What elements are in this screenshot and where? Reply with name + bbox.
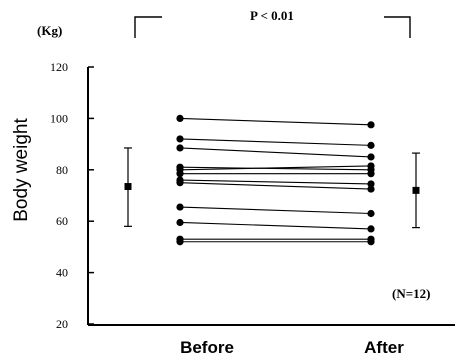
subject-line <box>179 117 372 126</box>
x-category-label: Before <box>180 338 234 357</box>
after-point <box>367 180 375 188</box>
plot-frame <box>87 67 455 326</box>
y-tick-label: 20 <box>56 317 68 331</box>
subject-line <box>179 147 372 158</box>
y-axis-label: Body weight <box>11 118 32 222</box>
before-point <box>176 203 184 211</box>
subject-line <box>179 221 372 230</box>
n-label: (N=12) <box>392 286 430 301</box>
unit-label: (Kg) <box>37 23 62 38</box>
bracket-left <box>134 16 162 38</box>
subject-line <box>179 179 372 185</box>
significance-label: P < 0.01 <box>250 8 294 23</box>
after-point <box>367 170 375 178</box>
before-point <box>176 144 184 152</box>
y-tick-label: 120 <box>50 60 68 74</box>
subject-points <box>176 114 375 246</box>
subject-line <box>179 166 372 171</box>
bracket-right <box>384 16 411 38</box>
after-point <box>367 162 375 170</box>
before-mean-marker <box>124 183 132 191</box>
after-point <box>367 209 375 218</box>
y-tick-label: 40 <box>56 266 68 280</box>
before-point <box>176 114 184 122</box>
before-point <box>176 135 184 143</box>
subject-line <box>179 182 372 190</box>
y-tick-label: 80 <box>56 163 68 177</box>
after-mean-marker <box>412 186 420 194</box>
before-point <box>176 179 184 187</box>
y-tick-label: 60 <box>56 214 68 228</box>
after-point <box>367 153 375 161</box>
subject-line <box>179 138 372 146</box>
x-axis-categories: Before After <box>180 338 404 357</box>
before-point <box>176 238 184 246</box>
before-point <box>176 170 184 178</box>
subject-line <box>179 165 372 171</box>
after-point <box>367 238 375 246</box>
x-category-label: After <box>364 338 404 357</box>
subject-line <box>179 206 372 215</box>
after-point <box>367 141 375 149</box>
after-point <box>367 185 375 193</box>
after-point <box>367 225 375 233</box>
summary-statistics <box>124 147 420 229</box>
significance-bracket: P < 0.01 <box>134 8 411 38</box>
y-axis-ticks: 20 40 60 80 100 120 <box>50 60 94 331</box>
before-point <box>176 218 184 227</box>
y-tick-label: 100 <box>50 111 68 125</box>
after-point <box>367 121 375 129</box>
subject-lines <box>179 117 372 243</box>
